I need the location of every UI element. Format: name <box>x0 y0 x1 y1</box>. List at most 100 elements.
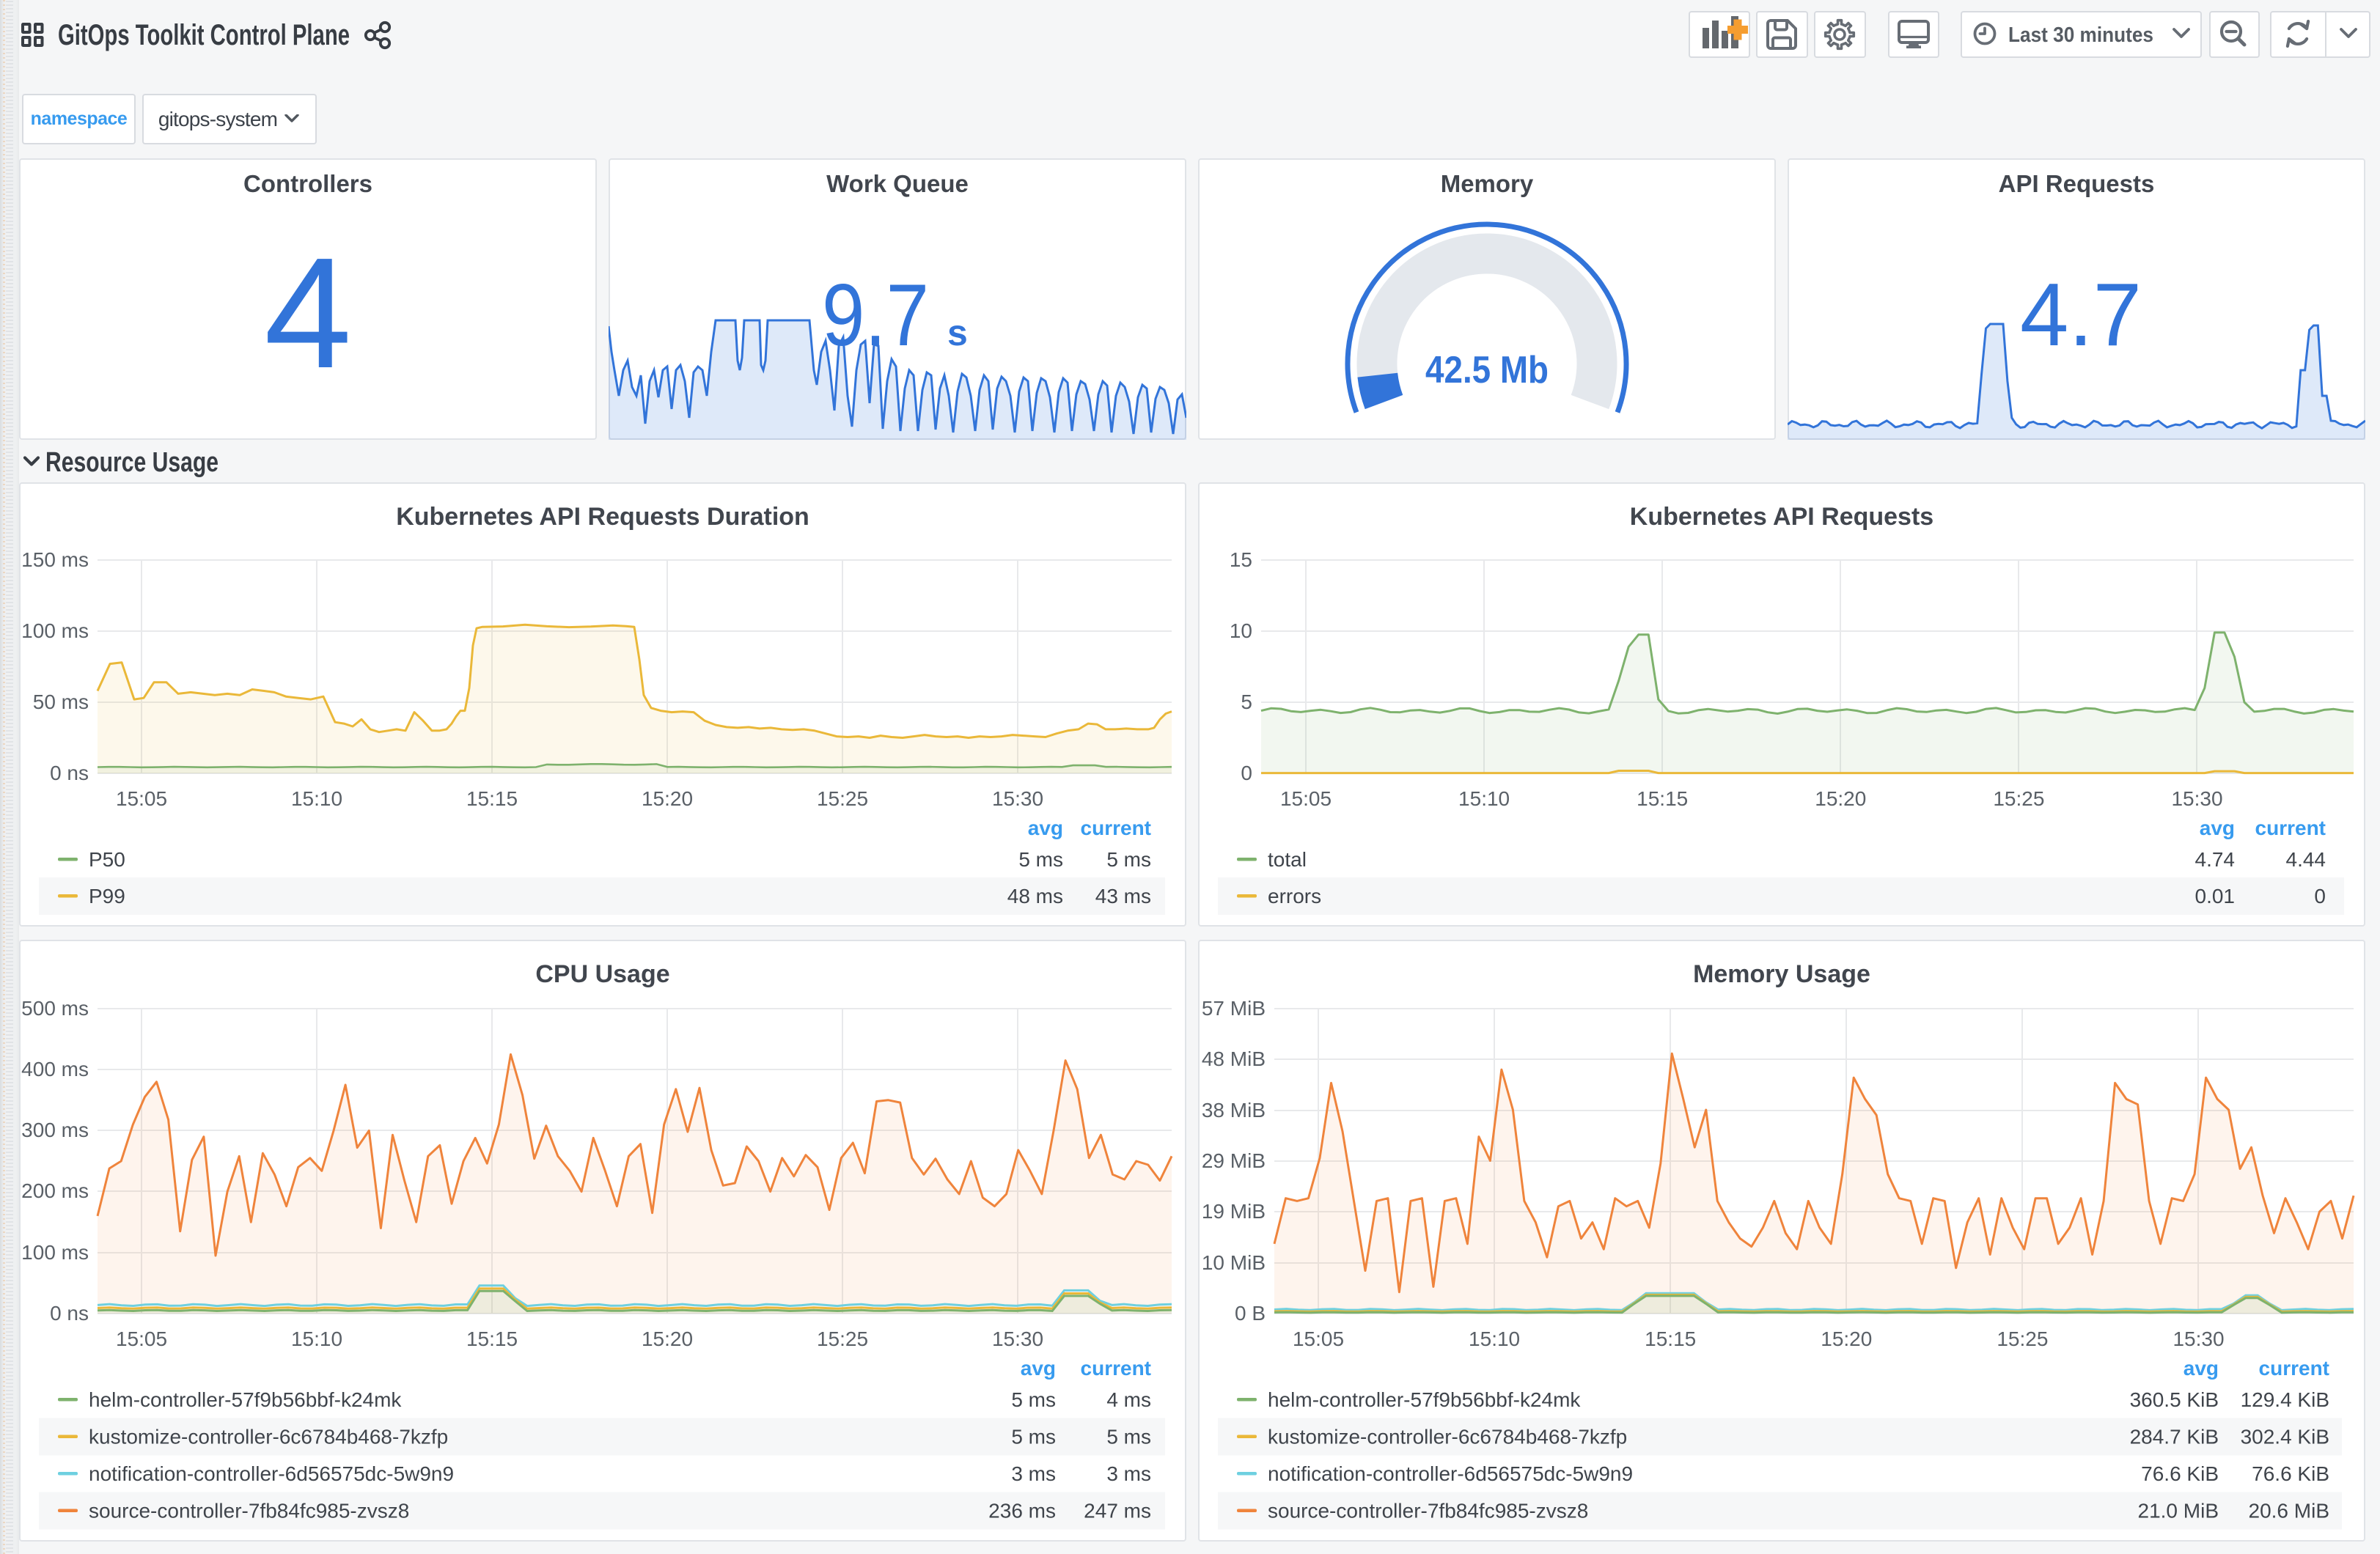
svg-text:0: 0 <box>1241 762 1252 784</box>
svg-text:15:30: 15:30 <box>2173 1327 2224 1350</box>
svg-text:0.01: 0.01 <box>2195 885 2236 907</box>
svg-text:GitOps Toolkit Control Plane: GitOps Toolkit Control Plane <box>58 19 350 51</box>
svg-text:500 ms: 500 ms <box>21 997 89 1020</box>
svg-text:21.0 MiB: 21.0 MiB <box>2138 1500 2219 1522</box>
svg-text:42.5 Mb: 42.5 Mb <box>1425 349 1549 391</box>
svg-text:3 ms: 3 ms <box>1106 1462 1151 1485</box>
svg-text:15:15: 15:15 <box>466 787 518 810</box>
svg-text:P50: P50 <box>89 848 125 871</box>
svg-text:15:30: 15:30 <box>992 787 1043 810</box>
svg-text:current: current <box>1081 1357 1151 1380</box>
svg-text:15:05: 15:05 <box>116 1327 167 1350</box>
svg-text:50 ms: 50 ms <box>33 691 89 713</box>
svg-text:helm-controller-57f9b56bbf-k24: helm-controller-57f9b56bbf-k24mk <box>89 1388 402 1411</box>
svg-text:15:25: 15:25 <box>1997 1327 2048 1350</box>
svg-text:current: current <box>2255 817 2326 839</box>
svg-text:5 ms: 5 ms <box>1011 1426 1056 1448</box>
svg-text:15:20: 15:20 <box>1815 787 1866 810</box>
svg-text:s: s <box>947 312 968 353</box>
svg-text:15:15: 15:15 <box>466 1327 518 1350</box>
svg-text:Memory Usage: Memory Usage <box>1693 960 1870 988</box>
svg-text:avg: avg <box>1028 817 1063 839</box>
svg-text:100 ms: 100 ms <box>21 619 89 642</box>
svg-text:Kubernetes API Requests: Kubernetes API Requests <box>1630 503 1933 531</box>
svg-text:129.4 KiB: 129.4 KiB <box>2241 1388 2329 1411</box>
svg-text:15:25: 15:25 <box>1993 787 2044 810</box>
svg-text:400 ms: 400 ms <box>21 1058 89 1080</box>
svg-text:0 ns: 0 ns <box>50 762 89 784</box>
svg-text:284.7 KiB: 284.7 KiB <box>2130 1426 2219 1448</box>
svg-text:300 ms: 300 ms <box>21 1119 89 1141</box>
svg-text:15:15: 15:15 <box>1637 787 1688 810</box>
svg-text:CPU Usage: CPU Usage <box>535 960 669 988</box>
svg-text:15:30: 15:30 <box>2171 787 2222 810</box>
svg-text:76.6 KiB: 76.6 KiB <box>2141 1462 2219 1485</box>
svg-text:kustomize-controller-6c6784b46: kustomize-controller-6c6784b468-7kzfp <box>89 1426 448 1448</box>
svg-text:15: 15 <box>1230 548 1252 571</box>
svg-text:150 ms: 150 ms <box>21 548 89 571</box>
svg-text:19 MiB: 19 MiB <box>1202 1200 1266 1223</box>
svg-text:Work Queue: Work Queue <box>826 170 969 197</box>
svg-text:43 ms: 43 ms <box>1095 885 1151 907</box>
svg-text:Memory: Memory <box>1441 170 1534 197</box>
svg-text:source-controller-7fb84fc985-z: source-controller-7fb84fc985-zvsz8 <box>89 1500 409 1522</box>
svg-text:5 ms: 5 ms <box>1106 1426 1151 1448</box>
svg-text:15:25: 15:25 <box>817 1327 868 1350</box>
svg-text:4.7: 4.7 <box>2020 265 2142 364</box>
svg-text:0: 0 <box>2314 885 2326 907</box>
svg-text:Kubernetes API Requests Durati: Kubernetes API Requests Duration <box>396 503 809 531</box>
svg-text:15:05: 15:05 <box>1280 787 1332 810</box>
svg-text:Controllers: Controllers <box>243 170 372 197</box>
svg-text:200 ms: 200 ms <box>21 1179 89 1202</box>
svg-text:avg: avg <box>2183 1357 2219 1380</box>
svg-text:15:20: 15:20 <box>642 787 693 810</box>
svg-text:0 B: 0 B <box>1235 1302 1266 1325</box>
svg-text:current: current <box>1081 817 1151 839</box>
svg-text:API Requests: API Requests <box>1999 170 2155 197</box>
svg-text:5 ms: 5 ms <box>1018 848 1063 871</box>
svg-text:P99: P99 <box>89 885 125 907</box>
svg-text:57 MiB: 57 MiB <box>1202 997 1266 1020</box>
svg-text:5 ms: 5 ms <box>1106 848 1151 871</box>
svg-text:9.7: 9.7 <box>822 266 929 364</box>
svg-text:15:20: 15:20 <box>642 1327 693 1350</box>
svg-text:15:10: 15:10 <box>291 787 342 810</box>
svg-text:15:10: 15:10 <box>1458 787 1510 810</box>
svg-text:10 MiB: 10 MiB <box>1202 1251 1266 1274</box>
svg-text:236 ms: 236 ms <box>988 1500 1056 1522</box>
svg-text:15:30: 15:30 <box>992 1327 1043 1350</box>
svg-text:100 ms: 100 ms <box>21 1241 89 1264</box>
svg-text:errors: errors <box>1268 885 1321 907</box>
svg-text:4: 4 <box>264 224 352 401</box>
svg-text:15:10: 15:10 <box>1469 1327 1520 1350</box>
svg-text:76.6 KiB: 76.6 KiB <box>2252 1462 2329 1485</box>
svg-text:15:15: 15:15 <box>1645 1327 1696 1350</box>
svg-text:kustomize-controller-6c6784b46: kustomize-controller-6c6784b468-7kzfp <box>1268 1426 1627 1448</box>
svg-text:302.4 KiB: 302.4 KiB <box>2241 1426 2329 1448</box>
svg-text:notification-controller-6d5657: notification-controller-6d56575dc-5w9n9 <box>1268 1462 1633 1485</box>
svg-text:10: 10 <box>1230 619 1252 642</box>
svg-text:48 ms: 48 ms <box>1007 885 1063 907</box>
svg-text:4.74: 4.74 <box>2195 848 2236 871</box>
svg-text:3 ms: 3 ms <box>1011 1462 1056 1485</box>
svg-text:avg: avg <box>1021 1357 1056 1380</box>
svg-text:notification-controller-6d5657: notification-controller-6d56575dc-5w9n9 <box>89 1462 454 1485</box>
svg-text:Last 30 minutes: Last 30 minutes <box>2008 23 2153 47</box>
svg-text:360.5 KiB: 360.5 KiB <box>2130 1388 2219 1411</box>
svg-text:38 MiB: 38 MiB <box>1202 1099 1266 1122</box>
svg-text:15:25: 15:25 <box>817 787 868 810</box>
svg-text:avg: avg <box>2200 817 2235 839</box>
svg-text:source-controller-7fb84fc985-z: source-controller-7fb84fc985-zvsz8 <box>1268 1500 1588 1522</box>
svg-text:5: 5 <box>1241 691 1252 713</box>
svg-text:total: total <box>1268 848 1307 871</box>
svg-text:4 ms: 4 ms <box>1106 1388 1151 1411</box>
svg-text:4.44: 4.44 <box>2286 848 2326 871</box>
svg-text:Resource Usage: Resource Usage <box>45 447 218 478</box>
svg-text:247 ms: 247 ms <box>1084 1500 1151 1522</box>
svg-text:15:05: 15:05 <box>116 787 167 810</box>
svg-text:15:05: 15:05 <box>1293 1327 1344 1350</box>
svg-text:15:10: 15:10 <box>291 1327 342 1350</box>
svg-text:20.6 MiB: 20.6 MiB <box>2249 1500 2330 1522</box>
svg-text:helm-controller-57f9b56bbf-k24: helm-controller-57f9b56bbf-k24mk <box>1268 1388 1581 1411</box>
svg-text:15:20: 15:20 <box>1821 1327 1872 1350</box>
